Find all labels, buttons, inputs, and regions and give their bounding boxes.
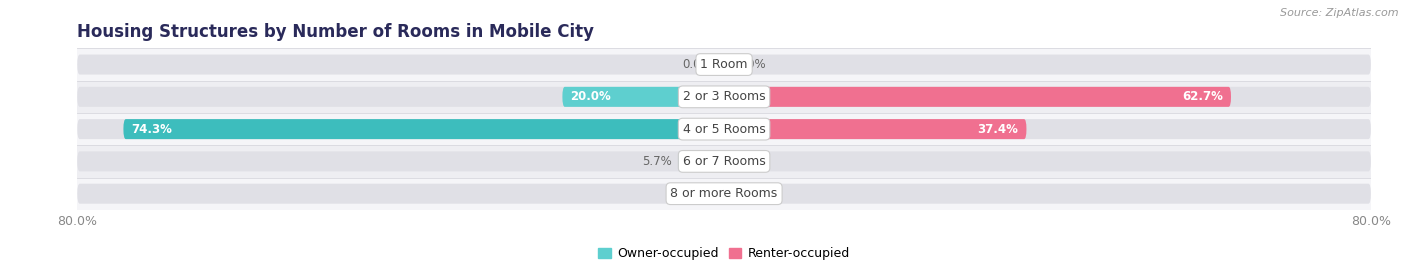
FancyBboxPatch shape	[77, 87, 1371, 107]
Legend: Owner-occupied, Renter-occupied: Owner-occupied, Renter-occupied	[593, 242, 855, 265]
FancyBboxPatch shape	[724, 119, 1026, 139]
Text: Housing Structures by Number of Rooms in Mobile City: Housing Structures by Number of Rooms in…	[77, 23, 595, 41]
Text: 74.3%: 74.3%	[132, 123, 173, 136]
Text: 1 Room: 1 Room	[700, 58, 748, 71]
Text: 0.0%: 0.0%	[682, 58, 711, 71]
Text: 6 or 7 Rooms: 6 or 7 Rooms	[683, 155, 765, 168]
Text: 2 or 3 Rooms: 2 or 3 Rooms	[683, 90, 765, 103]
Text: 5.7%: 5.7%	[641, 155, 672, 168]
FancyBboxPatch shape	[77, 55, 1371, 75]
Bar	[77, 48, 1371, 81]
FancyBboxPatch shape	[678, 151, 724, 171]
Text: 8 or more Rooms: 8 or more Rooms	[671, 187, 778, 200]
FancyBboxPatch shape	[124, 119, 724, 139]
Text: 37.4%: 37.4%	[977, 123, 1018, 136]
Text: 20.0%: 20.0%	[571, 90, 612, 103]
Bar	[77, 178, 1371, 210]
Text: 4 or 5 Rooms: 4 or 5 Rooms	[683, 123, 765, 136]
FancyBboxPatch shape	[77, 119, 1371, 139]
Text: 0.0%: 0.0%	[682, 187, 711, 200]
FancyBboxPatch shape	[562, 87, 724, 107]
Bar	[77, 113, 1371, 145]
Text: 0.0%: 0.0%	[737, 58, 766, 71]
Bar	[77, 145, 1371, 178]
Text: 0.0%: 0.0%	[737, 187, 766, 200]
FancyBboxPatch shape	[77, 151, 1371, 171]
Text: 62.7%: 62.7%	[1182, 90, 1223, 103]
Bar	[77, 81, 1371, 113]
Text: Source: ZipAtlas.com: Source: ZipAtlas.com	[1281, 8, 1399, 18]
Text: 0.0%: 0.0%	[737, 155, 766, 168]
FancyBboxPatch shape	[77, 184, 1371, 204]
FancyBboxPatch shape	[724, 87, 1232, 107]
